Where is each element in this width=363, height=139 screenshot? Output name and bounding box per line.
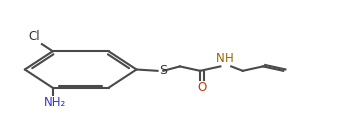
Text: S: S [159, 64, 167, 77]
Text: NH₂: NH₂ [44, 96, 66, 109]
Text: N: N [216, 52, 225, 65]
Text: H: H [225, 52, 234, 65]
Text: O: O [197, 81, 207, 94]
Text: Cl: Cl [28, 30, 40, 43]
